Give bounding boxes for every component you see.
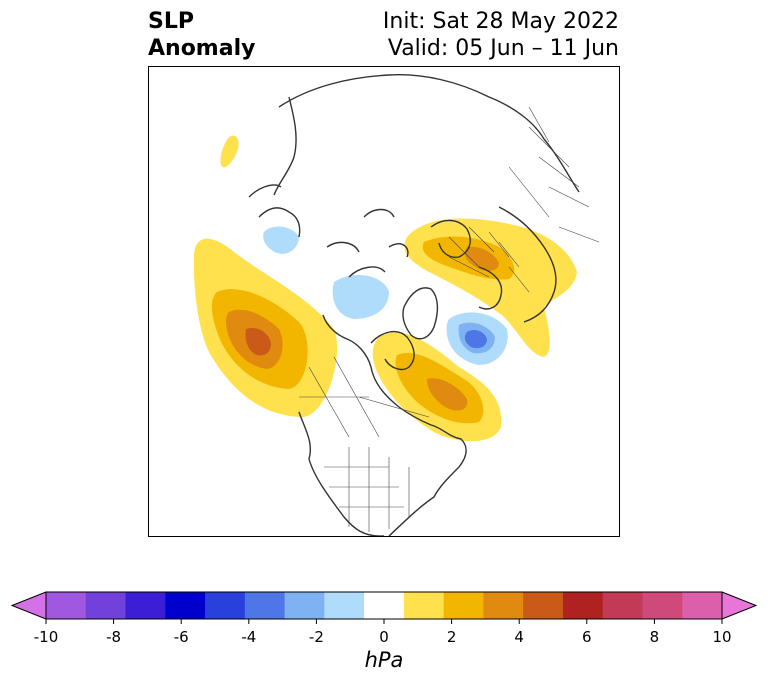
colorbar-bin (284, 592, 325, 619)
canada-provinces (299, 356, 430, 438)
anomaly-positive-small (220, 135, 239, 168)
anomaly-negative-atlantic-core2 (464, 329, 487, 349)
map-dates: Init: Sat 28 May 2022 Valid: 05 Jun – 11… (383, 8, 619, 62)
colorbar-bin (562, 592, 604, 619)
colorbar-tick-label: 8 (649, 628, 660, 646)
colorbar-tick-label: -2 (308, 628, 324, 646)
colorbar-tick-label: 4 (514, 628, 524, 646)
colorbar-tick-label: -6 (173, 628, 189, 646)
eurasia-coast (278, 74, 580, 323)
colorbar-bin (165, 592, 206, 619)
colorbar-bin (324, 592, 365, 619)
colorbar-bins (46, 592, 723, 619)
anomaly-negative-alaska (263, 226, 299, 254)
colorbar-bin (403, 592, 445, 619)
colorbar-tick-label: 0 (379, 628, 389, 646)
us-state-lines (324, 447, 410, 532)
anomaly-positive-quebec-core2 (427, 378, 468, 411)
colorbar-bin (682, 592, 723, 619)
valid-range: Valid: 05 Jun – 11 Jun (387, 36, 619, 61)
colorbar-label: hPa (364, 648, 404, 672)
colorbar-bin (85, 592, 127, 619)
anomaly-shading (193, 135, 577, 442)
colorbar-bin (125, 592, 166, 619)
colorbar-bin (364, 592, 405, 619)
map-panel (148, 66, 620, 537)
political-borders (299, 106, 600, 532)
europe-coast (430, 219, 503, 310)
colorbar-ticks (45, 619, 723, 624)
anomaly-positive-pacific-core3 (245, 327, 271, 356)
colorbar-tick-label: -10 (33, 628, 59, 646)
anomaly-negative-arctic (332, 274, 389, 319)
colorbar-tick-label: -8 (106, 628, 122, 646)
europe-borders (448, 226, 530, 293)
colorbar-bin (443, 592, 484, 619)
asia-borders (508, 106, 600, 243)
colorbar-extend-high (721, 591, 758, 620)
colorbar-bin (642, 592, 683, 619)
north-america-coast (298, 314, 467, 536)
map-title: SLP Anomaly (148, 8, 255, 62)
colorbar-bin (205, 592, 246, 619)
hudson-bay (370, 330, 415, 371)
coastlines (248, 74, 580, 536)
title-variable: SLP (148, 9, 194, 34)
slp-anomaly-map (193, 74, 600, 536)
colorbar-bin (46, 592, 87, 619)
colorbar-bin (523, 592, 564, 619)
colorbar-bin (483, 592, 524, 619)
colorbar-tick-label: 10 (712, 628, 732, 646)
greenland (402, 287, 439, 340)
init-date: Init: Sat 28 May 2022 (382, 9, 619, 34)
colorbar-bin (244, 592, 286, 619)
colorbar (10, 591, 758, 624)
anomaly-positive-europe-core2 (464, 246, 499, 271)
siberia-coast (273, 96, 297, 196)
colorbar-tick-label: 6 (582, 628, 592, 646)
title-type: Anomaly (148, 36, 256, 61)
arctic-islands (326, 208, 409, 278)
colorbar-tick-label: 2 (446, 628, 457, 646)
colorbar-tick-label: -4 (241, 628, 257, 646)
colorbar-extend-low (10, 591, 47, 620)
colorbar-bin (602, 592, 643, 619)
